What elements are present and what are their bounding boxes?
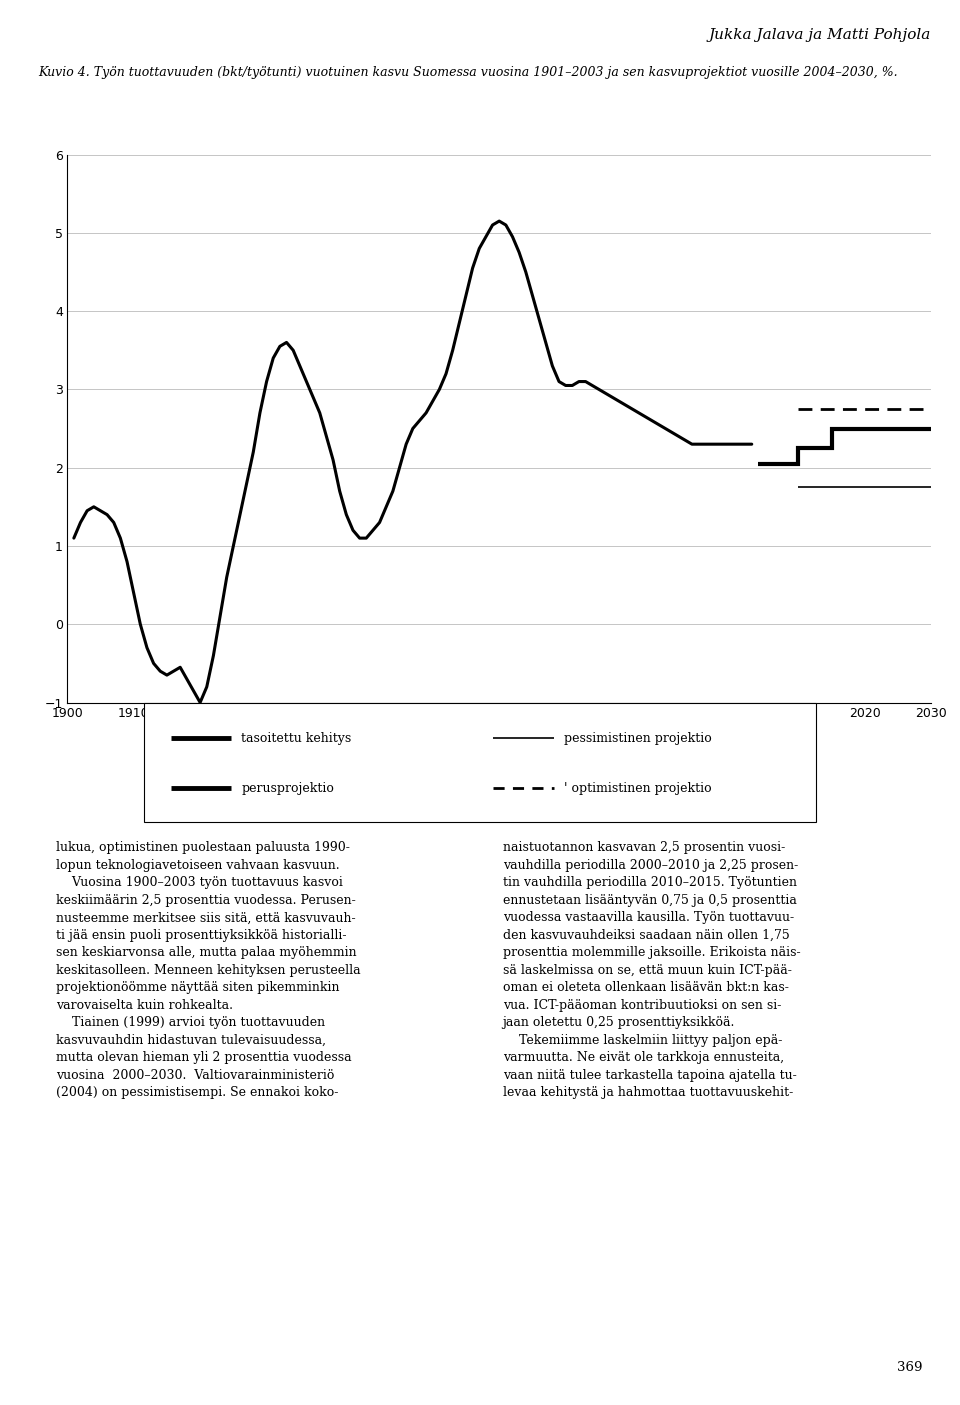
Text: ' optimistinen projektio: ' optimistinen projektio — [564, 783, 711, 795]
Text: perusprojektio: perusprojektio — [242, 783, 334, 795]
Text: pessimistinen projektio: pessimistinen projektio — [564, 732, 711, 745]
Text: lukua, optimistinen puolestaan paluusta 1990-
lopun teknologiavetoiseen vahvaan : lukua, optimistinen puolestaan paluusta … — [57, 842, 361, 1099]
FancyBboxPatch shape — [144, 702, 816, 822]
Text: Kuvio 4. Työn tuottavuuden (bkt/työtunti) vuotuinen kasvu Suomessa vuosina 1901–: Kuvio 4. Työn tuottavuuden (bkt/työtunti… — [38, 66, 898, 79]
Text: tasoitettu kehitys: tasoitettu kehitys — [242, 732, 351, 745]
Text: 369: 369 — [897, 1361, 923, 1374]
Text: Jukka Jalava ja Matti Pohjola: Jukka Jalava ja Matti Pohjola — [708, 28, 931, 42]
Text: naistuotannon kasvavan 2,5 prosentin vuosi-
vauhdilla periodilla 2000–2010 ja 2,: naistuotannon kasvavan 2,5 prosentin vuo… — [503, 842, 801, 1099]
